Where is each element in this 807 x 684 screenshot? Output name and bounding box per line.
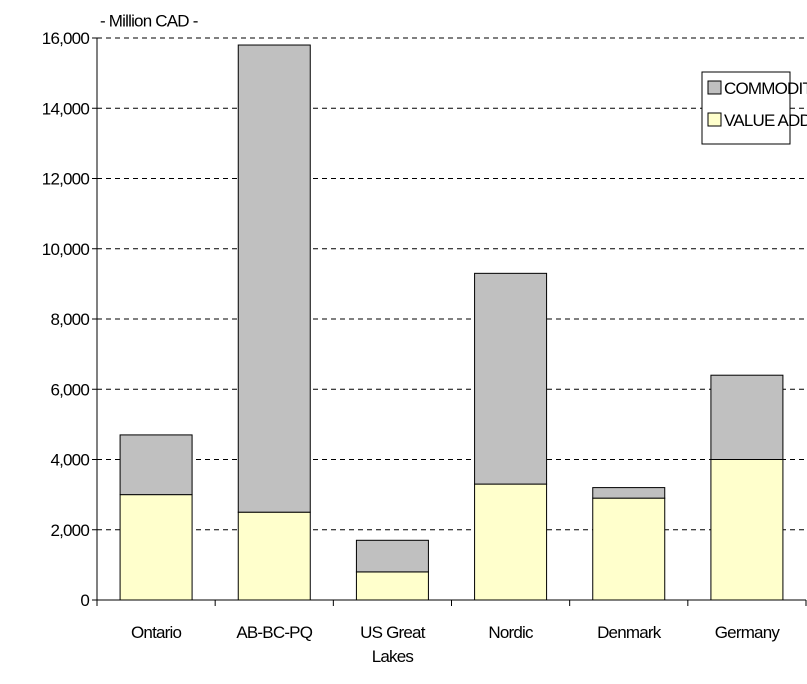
y-tick-label: 6,000 bbox=[50, 380, 89, 399]
bar-segment bbox=[710, 374, 784, 461]
legend-swatch bbox=[707, 112, 722, 127]
bar-segment bbox=[710, 459, 784, 601]
bar-segment bbox=[592, 487, 666, 499]
x-tick-label: Nordic bbox=[488, 623, 534, 642]
bar-segment bbox=[119, 494, 193, 601]
legend-label: COMMODITIES bbox=[724, 79, 807, 98]
bar-segment bbox=[474, 483, 548, 601]
y-tick-label: 0 bbox=[80, 591, 89, 610]
y-tick-label: 12,000 bbox=[42, 170, 90, 189]
y-tick-label: 4,000 bbox=[50, 451, 89, 470]
x-tick-label-line: Lakes bbox=[372, 647, 414, 666]
bar-segment bbox=[355, 539, 429, 573]
y-tick-label: 2,000 bbox=[50, 521, 89, 540]
x-tick-label: Denmark bbox=[597, 623, 662, 642]
y-tick-label: 16,000 bbox=[42, 29, 90, 48]
x-tick-label: AB-BC-PQ bbox=[236, 623, 312, 642]
y-axis-label: - Million CAD - bbox=[100, 11, 198, 30]
y-tick-label: 10,000 bbox=[42, 240, 90, 259]
bar-segment bbox=[592, 497, 666, 601]
x-tick-label: Ontario bbox=[131, 623, 181, 642]
bar-segment bbox=[119, 434, 193, 496]
legend-label: VALUE ADDED bbox=[724, 111, 807, 130]
x-tick-label-line: US Great bbox=[360, 623, 426, 642]
bar-segment bbox=[474, 272, 548, 485]
x-tick-label: Germany bbox=[715, 623, 781, 642]
y-tick-label: 8,000 bbox=[50, 310, 89, 329]
x-tick-label: US Great Lakes bbox=[360, 623, 426, 666]
legend-swatch bbox=[707, 80, 722, 95]
y-tick-label: 14,000 bbox=[42, 99, 90, 118]
bar-segment bbox=[355, 571, 429, 601]
bar-segment bbox=[237, 44, 311, 513]
bar-segment bbox=[237, 511, 311, 601]
